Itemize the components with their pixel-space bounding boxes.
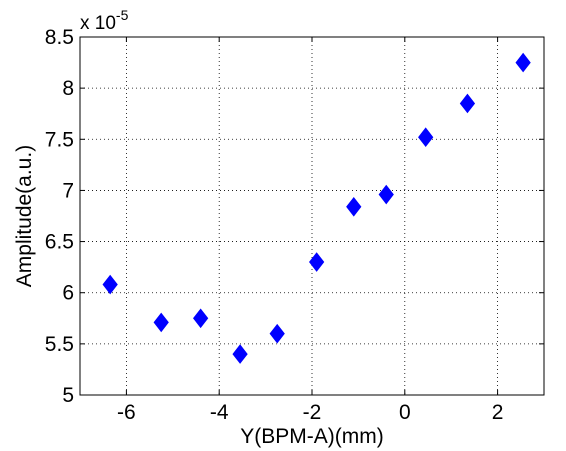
y-tick-label: 8: [62, 77, 74, 100]
y-axis-multiplier: x 10-5: [80, 7, 129, 34]
data-point-marker: [232, 344, 248, 364]
data-point-marker: [515, 52, 531, 73]
y-tick-label: 7.5: [45, 128, 74, 151]
y-tick-label: 8.5: [45, 26, 74, 49]
data-markers: [102, 52, 531, 364]
x-axis-tick-labels: -6 -4 -2 0 2: [117, 401, 503, 424]
y-tick-label: 7: [62, 179, 74, 202]
data-point-marker: [378, 184, 394, 205]
y-axis-multiplier-exponent: -5: [116, 7, 129, 23]
y-tick-label: 5.5: [45, 333, 74, 356]
x-tick-label: -2: [303, 401, 322, 424]
y-axis-tick-labels: 5 5.5 6 6.5 7 7.5 8 8.5: [45, 26, 74, 407]
data-point-marker: [418, 127, 434, 148]
x-axis-label: Y(BPM-A)(mm): [240, 425, 383, 448]
axis-ticks: [80, 36, 544, 396]
data-point-marker: [193, 308, 209, 329]
grid-lines: [80, 37, 544, 395]
x-tick-label: -6: [117, 401, 136, 424]
data-point-marker: [269, 323, 285, 344]
y-axis-multiplier-base: x 10: [80, 13, 116, 34]
data-point-marker: [309, 252, 325, 272]
data-point-marker: [102, 274, 118, 295]
x-tick-label: -4: [210, 401, 229, 424]
y-tick-label: 6.5: [45, 231, 74, 254]
x-tick-label: 2: [492, 401, 504, 424]
y-axis-label: Amplitude(a.u.): [13, 145, 36, 287]
x-tick-label: 0: [399, 401, 411, 424]
data-point-marker: [153, 312, 169, 333]
data-point-marker: [346, 196, 362, 217]
y-tick-label: 6: [62, 282, 74, 305]
y-tick-label: 5: [62, 384, 74, 407]
data-point-marker: [459, 93, 476, 114]
